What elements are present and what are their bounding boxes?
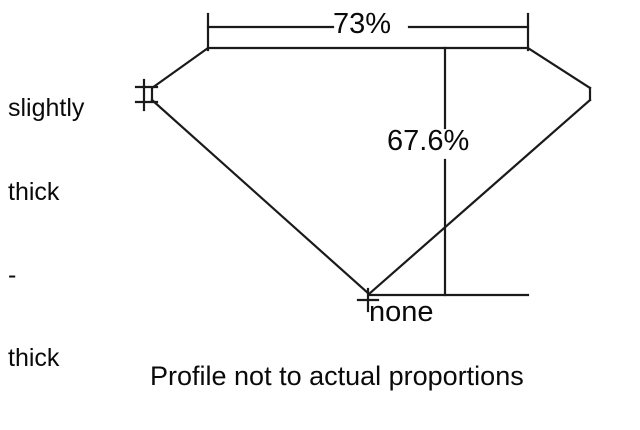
- table-dimension-group: [206, 12, 530, 52]
- culet-cross-tick-group: [356, 287, 380, 313]
- girdle-label-line-4: (polished): [8, 428, 118, 430]
- girdle-thickness-tick-group: [134, 78, 159, 112]
- culet-size-label: none: [369, 296, 434, 328]
- table-percentage-label: 73%: [333, 8, 392, 40]
- girdle-label-line-3: thick: [8, 344, 60, 372]
- girdle-label-line-2: thick: [8, 178, 60, 206]
- depth-percentage-label: 67.6%: [387, 125, 470, 157]
- pavilion-right-facet-line: [367, 98, 592, 296]
- girdle-thickness-label: slightly thick - thick (polished): [8, 38, 118, 430]
- girdle-label-line-1: slightly: [8, 94, 85, 122]
- depth-dimension-group: [367, 46, 530, 297]
- pavilion-left-facet-line: [150, 98, 371, 296]
- stone-outline-group: [150, 46, 592, 296]
- crown-left-facet-line: [150, 46, 210, 90]
- figure-footnote: Profile not to actual proportions: [150, 361, 524, 391]
- girdle-label-dash: -: [8, 261, 17, 289]
- crown-right-facet-line: [526, 46, 592, 90]
